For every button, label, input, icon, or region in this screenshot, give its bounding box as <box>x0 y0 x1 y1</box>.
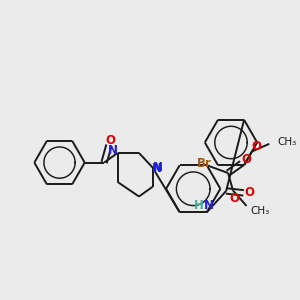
Text: H: H <box>194 199 204 212</box>
Text: N: N <box>204 199 214 212</box>
Text: O: O <box>252 140 262 153</box>
Text: O: O <box>229 192 239 205</box>
Text: O: O <box>105 134 115 147</box>
Text: O: O <box>244 186 254 200</box>
Text: N: N <box>153 161 163 174</box>
Text: Br: Br <box>197 157 212 170</box>
Text: CH₃: CH₃ <box>250 206 270 216</box>
Text: CH₃: CH₃ <box>277 137 296 147</box>
Text: O: O <box>242 153 251 166</box>
Text: N: N <box>152 162 161 175</box>
Text: N: N <box>108 145 118 158</box>
